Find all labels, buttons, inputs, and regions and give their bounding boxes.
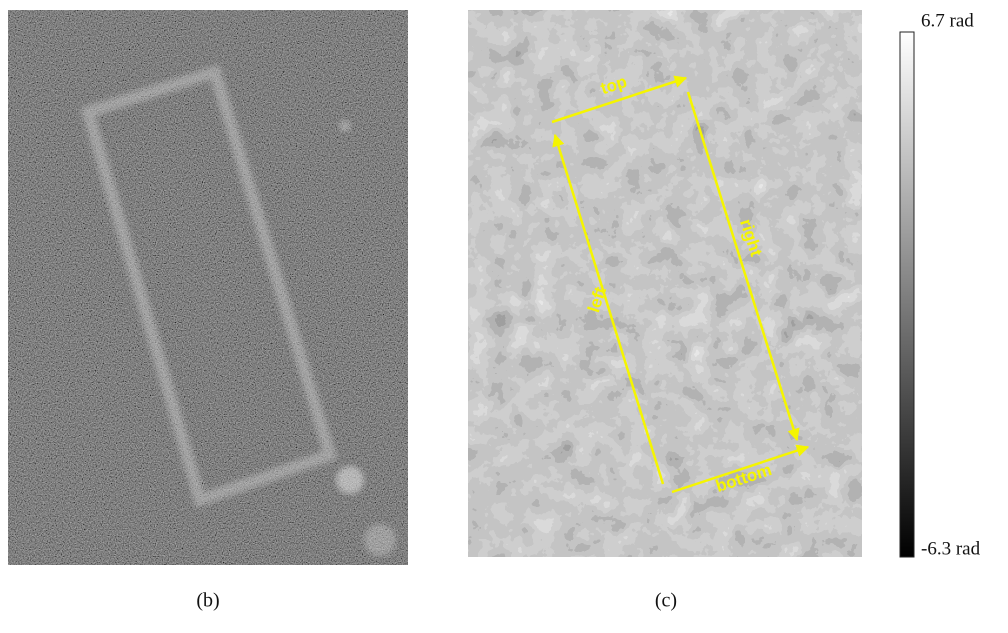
bright-spot	[364, 524, 396, 556]
phase-texture	[468, 10, 862, 557]
bright-spot	[336, 466, 364, 494]
colorbar-max-label: 6.7 rad	[921, 10, 974, 31]
panel-c: top right left bottom 6.7 rad -6.3 rad	[468, 10, 981, 559]
figure: top right left bottom 6.7 rad -6.3 rad (…	[0, 0, 1008, 628]
panel-caption: (c)	[655, 590, 677, 612]
page: {"panels": [ {"caption": "(b)"}, {"capti…	[0, 0, 1008, 628]
colorbar-min-label: -6.3 rad	[921, 538, 981, 559]
colorbar	[900, 32, 914, 557]
panel-caption: (b)	[196, 590, 219, 612]
bright-spot	[339, 120, 351, 132]
panel-b	[8, 10, 408, 565]
